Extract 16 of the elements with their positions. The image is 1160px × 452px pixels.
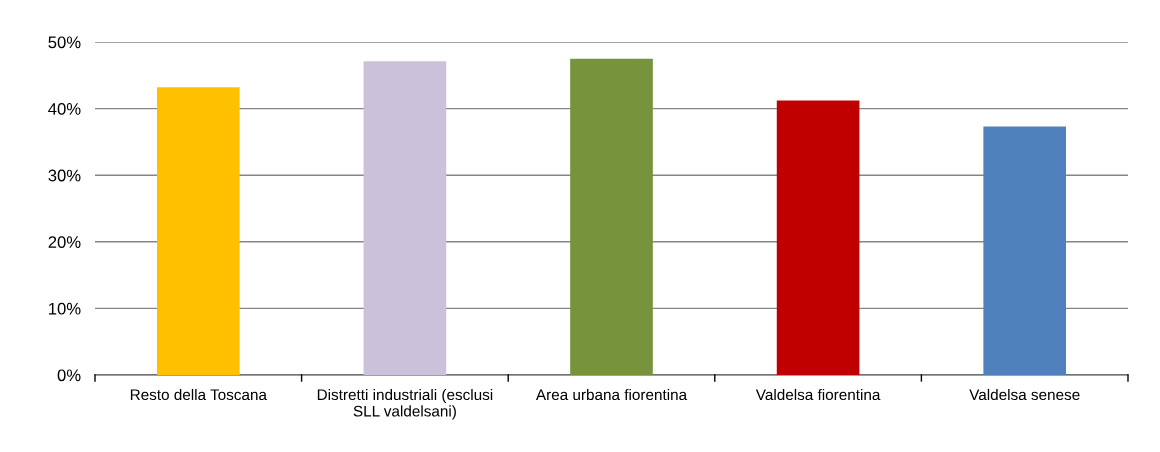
- y-tick-label: 50%: [48, 36, 81, 49]
- bar: [776, 100, 860, 375]
- y-tick-label: 10%: [49, 302, 81, 315]
- y-tick-label: 0%: [57, 369, 81, 382]
- bar: [570, 58, 653, 375]
- x-tick-label: Valdelsa fiorentina: [755, 388, 881, 401]
- x-tick-label: Area urbana fiorentina: [535, 388, 688, 401]
- bar: [156, 87, 240, 375]
- x-tick-label: Valdelsa senese: [969, 388, 1080, 401]
- bar: [983, 126, 1067, 375]
- x-tick-label: Distretti industriali (esclusi SLL valdelsani): [317, 388, 493, 420]
- bar: [363, 61, 447, 375]
- y-tick-label: 20%: [48, 236, 81, 248]
- x-tick-label: Resto della Toscana: [130, 388, 267, 401]
- y-tick-label: 30%: [48, 169, 81, 182]
- y-tick-label: 40%: [48, 103, 81, 115]
